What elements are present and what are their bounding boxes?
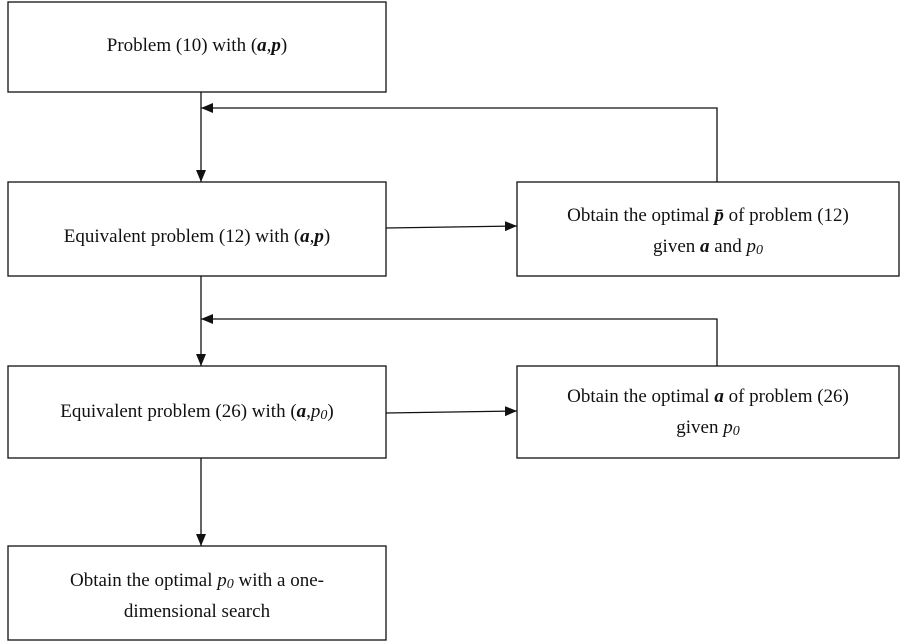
text: Obtain the optimal (567, 205, 714, 226)
box (7, 545, 387, 641)
text: ) (324, 226, 330, 247)
boxes (7, 1, 900, 641)
node-label: Equivalent problem (26) with (a,p0) (60, 401, 333, 423)
node-label: given a and p0 (653, 236, 763, 258)
text: Equivalent problem (26) with ( (60, 401, 296, 422)
text: a (257, 35, 267, 56)
text: p (744, 236, 756, 257)
box (516, 181, 900, 277)
box (7, 1, 387, 93)
text: p (309, 401, 321, 422)
box (7, 181, 387, 277)
text: p (312, 226, 324, 247)
text: a (714, 386, 724, 407)
text: p (269, 35, 281, 56)
text: p (721, 417, 733, 438)
arrows (196, 92, 718, 546)
text: a (300, 226, 310, 247)
arrow (385, 406, 518, 417)
node-label: Obtain the optimal p̄ of problem (12) (567, 205, 849, 226)
text: with a one- (234, 570, 324, 591)
node-label: Obtain the optimal a of problem (26) (567, 386, 849, 407)
node-label: Obtain the optimal p0 with a one- (70, 570, 324, 592)
text: given (653, 236, 700, 257)
node-label: Equivalent problem (12) with (a,p) (64, 226, 330, 247)
node-label: dimensional search (124, 601, 271, 622)
text: , (267, 35, 272, 56)
arrow (201, 103, 718, 182)
box (516, 365, 900, 459)
text: p (215, 570, 227, 591)
text: 0 (227, 577, 234, 592)
box (7, 365, 387, 459)
node-label: given p0 (676, 417, 739, 439)
text: Problem (10) with ( (107, 35, 257, 56)
text: dimensional search (124, 601, 271, 622)
text: p̄ (712, 205, 724, 226)
text: Obtain the optimal (567, 386, 714, 407)
text: given (676, 417, 723, 438)
text: a (700, 236, 710, 257)
text: Obtain the optimal (70, 570, 217, 591)
arrow (385, 221, 518, 232)
text: of problem (26) (724, 386, 849, 407)
text: 0 (320, 408, 327, 423)
text: a (297, 401, 307, 422)
text: ) (281, 35, 287, 56)
text: Equivalent problem (12) with ( (64, 226, 300, 247)
text: and (710, 236, 747, 257)
text: , (310, 226, 315, 247)
arrow (201, 314, 718, 366)
text: , (306, 401, 311, 422)
text: 0 (733, 424, 740, 439)
text: 0 (756, 243, 763, 258)
node-label: Problem (10) with (a,p) (107, 35, 287, 56)
text: of problem (12) (724, 205, 849, 226)
text: ) (327, 401, 333, 422)
